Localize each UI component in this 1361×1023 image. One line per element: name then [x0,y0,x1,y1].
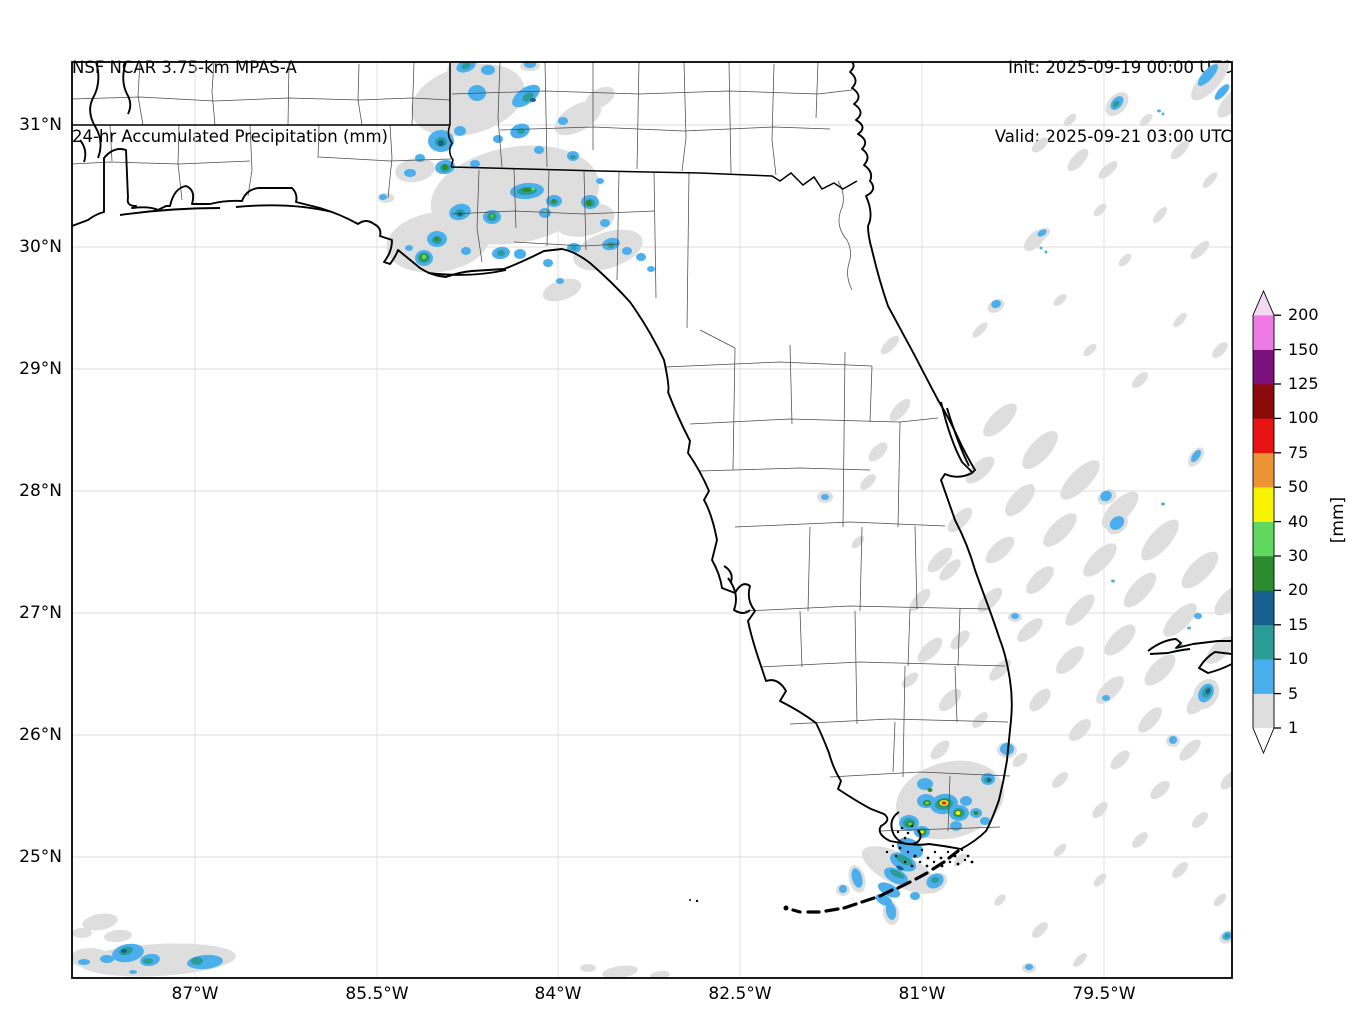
x-tick-87w: 87°W [171,984,219,1004]
coastline [72,62,1232,850]
cb-tick-150: 150 [1288,340,1319,359]
y-tick-28n: 28°N [19,481,62,501]
precipitation-field [72,62,1232,978]
y-tick-27n: 27°N [19,603,62,623]
x-tick-855w: 85.5°W [345,984,409,1004]
y-tick-29n: 29°N [19,359,62,379]
cb-tick-30: 30 [1288,546,1309,565]
cb-tick-100: 100 [1288,408,1319,427]
cb-tick-20: 20 [1288,580,1309,599]
cb-tick-15: 15 [1288,615,1309,634]
cb-tick-200: 200 [1288,305,1319,324]
cb-tick-1: 1 [1288,718,1299,737]
map-layers [72,62,1232,978]
x-tick-825w: 82.5°W [708,984,772,1004]
cb-tick-5: 5 [1288,684,1299,703]
y-tick-30n: 30°N [19,237,62,257]
cb-tick-40: 40 [1288,512,1309,531]
state-borders [72,62,858,190]
colorbar-unit-label: [mm] [1328,496,1348,544]
county-boundaries [72,62,1011,832]
y-tick-26n: 26°N [19,725,62,745]
x-tick-81w: 81°W [898,984,946,1004]
map-frame [71,61,1233,979]
cb-tick-50: 50 [1288,477,1309,496]
y-tick-25n: 25°N [19,847,62,867]
x-tick-84w: 84°W [534,984,582,1004]
x-tick-795w: 79.5°W [1072,984,1136,1004]
bay-islands [689,824,974,911]
cb-tick-125: 125 [1288,374,1319,393]
y-tick-31n: 31°N [19,115,62,135]
cb-tick-75: 75 [1288,443,1309,462]
valid-time: Valid: 2025-09-21 03:00 UTC [994,127,1232,146]
cb-tick-10: 10 [1288,649,1309,668]
florida-keys [791,849,960,914]
colorbar [1252,289,1281,755]
